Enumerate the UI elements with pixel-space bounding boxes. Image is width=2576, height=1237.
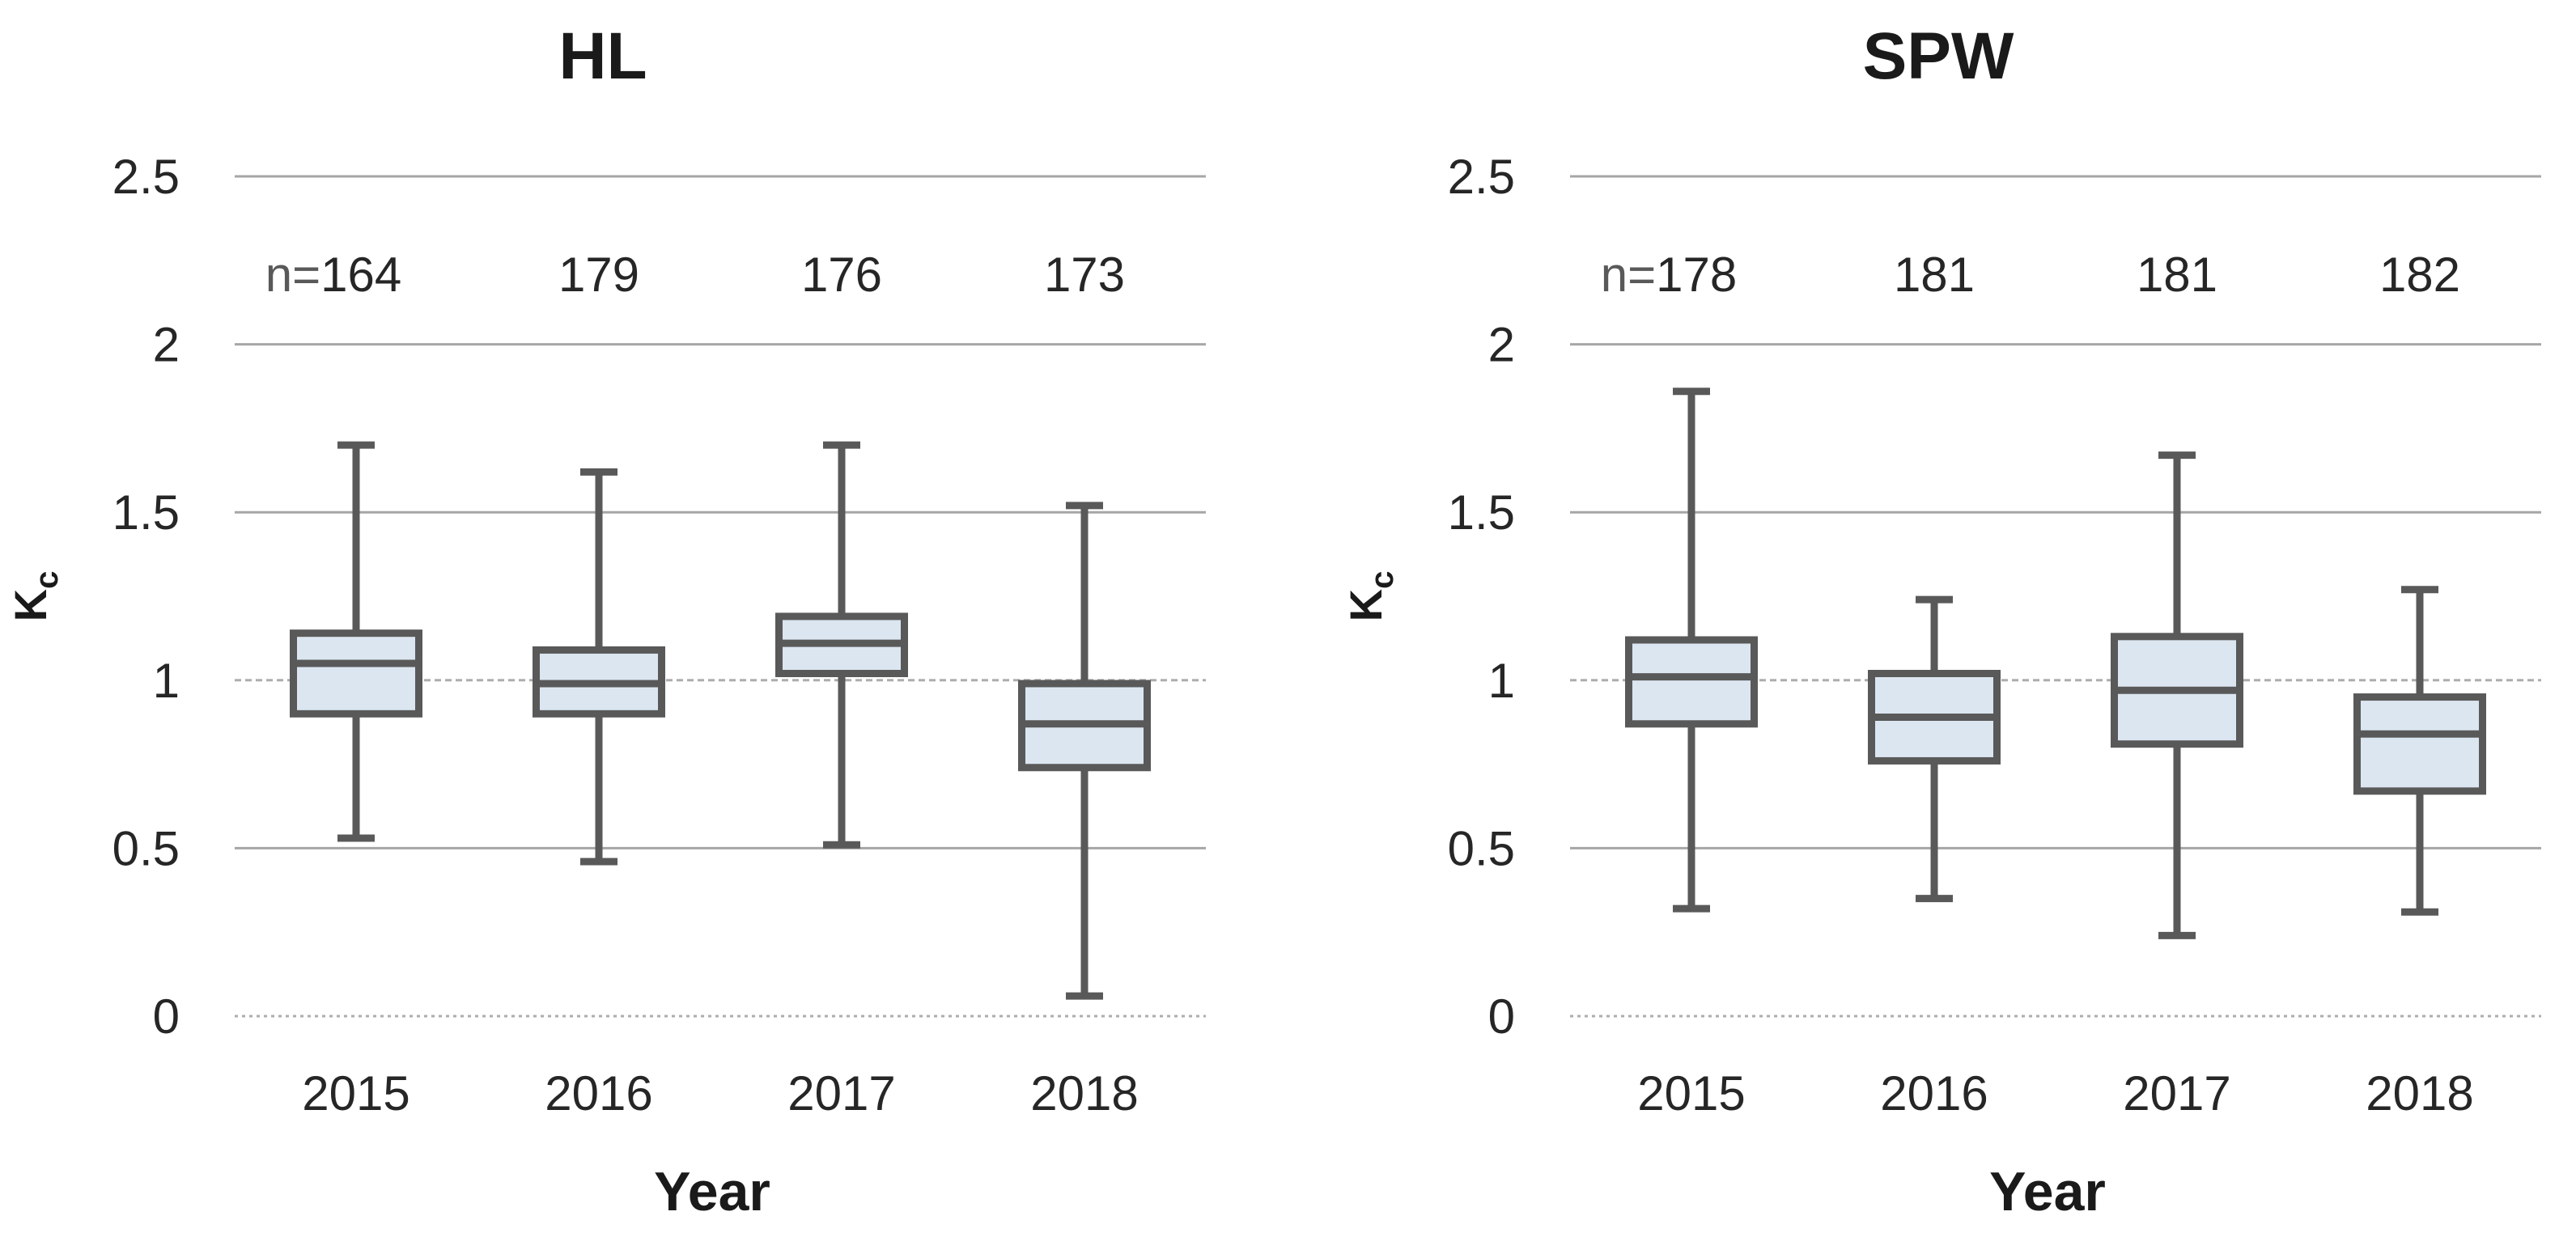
y-tick-label: 1 — [153, 654, 180, 708]
y-tick-label: 1.5 — [112, 485, 180, 540]
sample-size-label: 181 — [2137, 248, 2217, 302]
x-tick-label-2017: 2017 — [2123, 1066, 2230, 1121]
sample-size-label: 176 — [801, 248, 882, 302]
y-tick-label: 2.5 — [1448, 150, 1515, 204]
y-tick-label: 2.5 — [112, 150, 180, 204]
y-tick-label: 1 — [1488, 654, 1515, 708]
sample-size-label: n=178 — [1601, 248, 1738, 302]
x-tick-label-2015: 2015 — [302, 1066, 410, 1121]
panel-title: HL — [558, 19, 647, 93]
box-2015 — [1625, 636, 1758, 728]
sample-size-label: 182 — [2379, 248, 2460, 302]
x-axis-label: Year — [654, 1161, 770, 1222]
y-axis-label: Kc — [1340, 571, 1400, 622]
x-tick-label-2016: 2016 — [1880, 1066, 1988, 1121]
y-tick-label: 1.5 — [1448, 485, 1515, 540]
x-tick-label-2016: 2016 — [545, 1066, 652, 1121]
x-tick-label-2018: 2018 — [2366, 1066, 2473, 1121]
x-tick-label-2017: 2017 — [787, 1066, 895, 1121]
box-2015 — [290, 629, 422, 718]
y-tick-label: 0 — [153, 989, 180, 1044]
y-tick-label: 0.5 — [112, 821, 180, 875]
x-tick-label-2018: 2018 — [1030, 1066, 1138, 1121]
sample-size-label: n=164 — [265, 248, 402, 302]
y-tick-label: 0 — [1488, 989, 1515, 1044]
x-axis-label: Year — [1989, 1161, 2106, 1222]
y-tick-label: 2 — [153, 318, 180, 372]
y-axis-label: Kc — [5, 571, 65, 622]
box-2018 — [2353, 693, 2486, 795]
x-tick-label-2015: 2015 — [1637, 1066, 1745, 1121]
sample-size-label: 173 — [1044, 248, 1125, 302]
y-tick-label: 0.5 — [1448, 821, 1515, 875]
sample-size-label: 181 — [1894, 248, 1975, 302]
panel-title: SPW — [1863, 19, 2014, 93]
sample-size-label: 179 — [558, 248, 639, 302]
y-tick-label: 2 — [1488, 318, 1515, 372]
